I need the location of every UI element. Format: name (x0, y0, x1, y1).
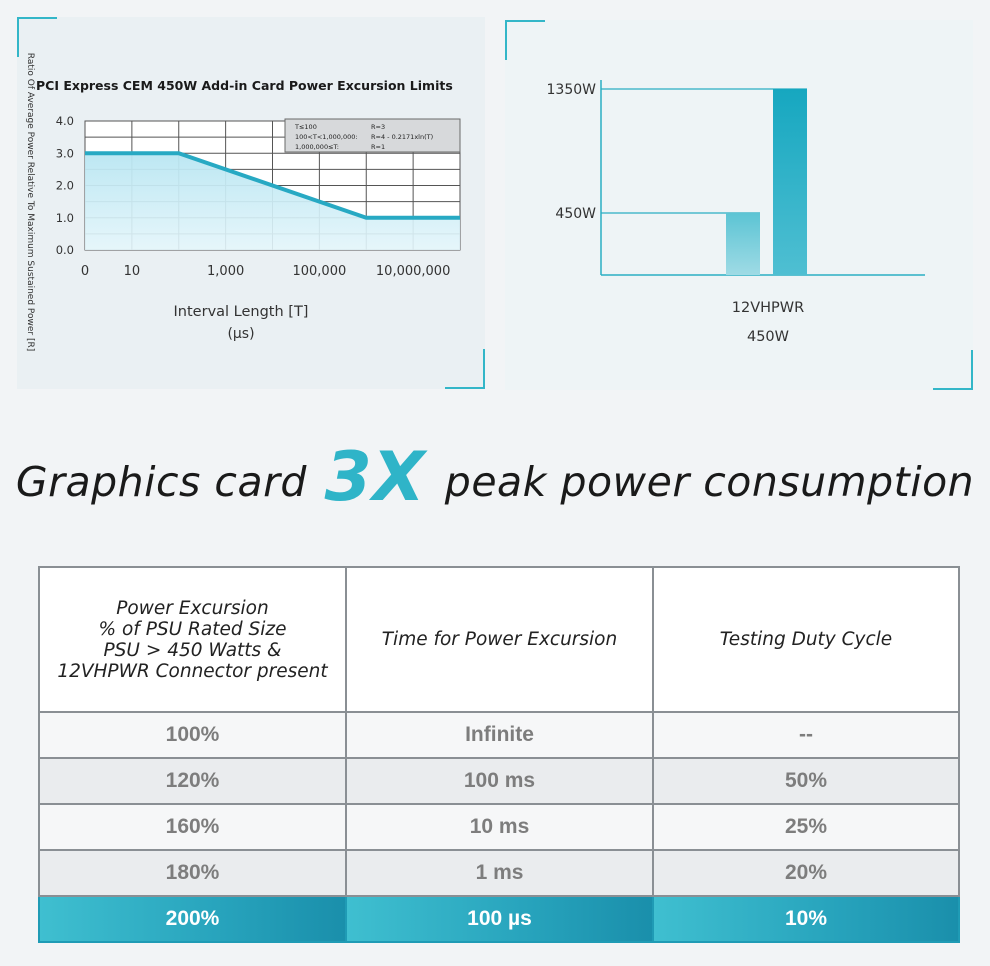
x-tick-label: 0 (81, 264, 89, 279)
cell-time: 100 µs (345, 895, 654, 943)
peak-power-panel: 450W 1350W 12VHPWR 450W (505, 20, 973, 390)
header-time-for-excursion: Time for Power Excursion (345, 566, 654, 713)
x-axis-unit: (µs) (227, 326, 254, 342)
x-axis-label: Interval Length [T] (174, 304, 309, 320)
legend-formula: R=3 (371, 123, 385, 131)
legend-box (284, 118, 461, 153)
bar-peak-power (773, 89, 807, 275)
corner-accent (505, 20, 545, 60)
header-line: PSU > 450 Watts & (103, 639, 282, 661)
excursion-limit-line (85, 151, 460, 220)
y-tick-label: 1.0 (56, 211, 74, 225)
legend-condition: 1,000,000≤T: (295, 143, 339, 151)
legend-formula: R=1 (371, 143, 385, 151)
table-row: 160% 10 ms 25% (38, 803, 960, 851)
y-tick-label: 3.0 (56, 146, 74, 160)
cell-time: 100 ms (345, 757, 654, 805)
cell-power-excursion: 180% (38, 849, 347, 897)
x-tick-label: 100,000 (292, 264, 346, 279)
legend-formula: R=4 - 0.2171xln(T) (371, 133, 433, 141)
cell-power-excursion: 160% (38, 803, 347, 851)
cell-power-excursion: 200% (38, 895, 347, 943)
header-power-excursion: Power Excursion % of PSU Rated Size PSU … (38, 566, 347, 713)
cell-duty-cycle: 25% (652, 803, 960, 851)
table-row: 120% 100 ms 50% (38, 757, 960, 805)
peak-power-chart: 450W 1350W 12VHPWR 450W (547, 80, 925, 345)
header-line: 12VHPWR Connector present (57, 660, 328, 682)
y-tick-label: 4.0 (56, 114, 74, 128)
table-row: 100% Infinite -- (38, 711, 960, 759)
header-line: Power Excursion (116, 597, 269, 619)
x-tick-label: 10,000,000 (376, 264, 450, 279)
category-label: 12VHPWR (732, 300, 804, 316)
category-sublabel: 450W (747, 329, 789, 345)
corner-accent (933, 350, 973, 390)
x-tick-label: 10 (124, 264, 141, 279)
y-tick-label: 2.0 (56, 179, 74, 193)
y-tick-label: 1350W (547, 82, 597, 98)
y-tick-label: 0.0 (56, 243, 74, 257)
cell-power-excursion: 120% (38, 757, 347, 805)
excursion-limits-panel: PCI Express CEM 450W Add-in Card Power E… (17, 17, 485, 389)
power-excursion-table: Power Excursion % of PSU Rated Size PSU … (38, 566, 960, 943)
corner-accent (445, 349, 485, 389)
header-line: Testing Duty Cycle (719, 629, 893, 650)
excursion-area (85, 153, 460, 250)
cell-time: Infinite (345, 711, 654, 759)
cell-duty-cycle: 20% (652, 849, 960, 897)
table-row: 180% 1 ms 20% (38, 849, 960, 897)
header-testing-duty-cycle: Testing Duty Cycle (652, 566, 960, 713)
header-line: % of PSU Rated Size (98, 618, 287, 640)
legend-condition: T≤100 (294, 123, 317, 131)
y-tick-label: 450W (555, 206, 596, 222)
excursion-limits-chart: PCI Express CEM 450W Add-in Card Power E… (25, 53, 461, 351)
header-line: Time for Power Excursion (381, 629, 618, 650)
cell-duty-cycle: -- (652, 711, 960, 759)
headline-highlight: 3X (324, 438, 426, 517)
y-axis-label: Ratio Of Average Power Relative To Maxim… (25, 53, 35, 351)
cell-duty-cycle: 10% (652, 895, 960, 943)
table-header-row: Power Excursion % of PSU Rated Size PSU … (38, 566, 960, 713)
cell-time: 1 ms (345, 849, 654, 897)
chart-title: PCI Express CEM 450W Add-in Card Power E… (36, 78, 453, 93)
bar-rated-power (726, 213, 760, 275)
cell-time: 10 ms (345, 803, 654, 851)
headline-after: peak power consumption (444, 458, 975, 506)
headline-before: Graphics card (15, 458, 307, 506)
cell-power-excursion: 100% (38, 711, 347, 759)
corner-accent (17, 17, 57, 57)
legend-condition: 100<T<1,000,000: (295, 133, 358, 141)
x-tick-label: 1,000 (207, 264, 244, 279)
cell-duty-cycle: 50% (652, 757, 960, 805)
headline: Graphics card 3X peak power consumption (0, 438, 990, 517)
table-row-highlighted: 200% 100 µs 10% (38, 895, 960, 943)
